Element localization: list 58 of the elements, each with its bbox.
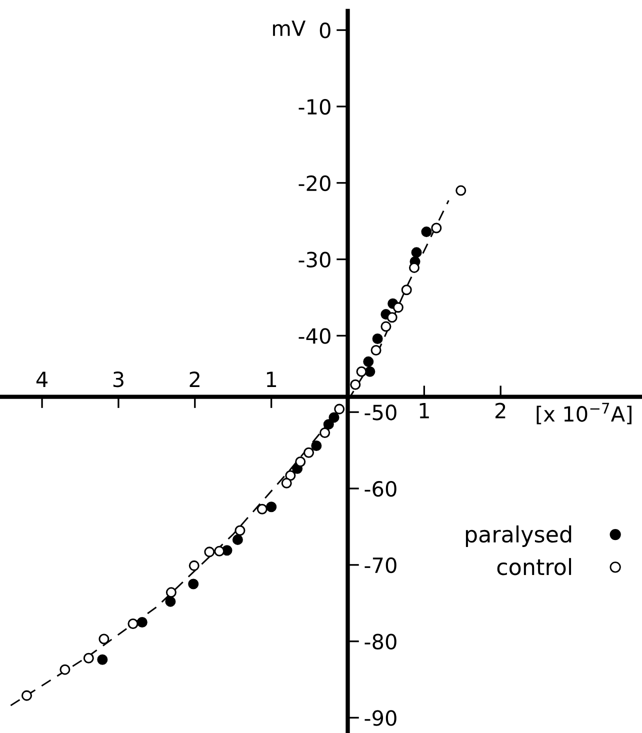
y-tick-label: -30 bbox=[298, 252, 330, 268]
point bbox=[266, 502, 277, 512]
point bbox=[334, 404, 345, 414]
point bbox=[188, 560, 200, 571]
x2-tick-label: 2 bbox=[190, 371, 200, 387]
y2-tick-label: -50 bbox=[364, 404, 396, 420]
point bbox=[380, 321, 392, 332]
point bbox=[421, 226, 432, 238]
y2-tick-label: -60 bbox=[364, 480, 396, 497]
point bbox=[372, 333, 383, 344]
x2-tick-label: 4 bbox=[36, 372, 48, 387]
point bbox=[370, 344, 382, 356]
point bbox=[323, 419, 334, 430]
x-axis-title: [x 10$^{−7}$A] bbox=[536, 402, 632, 424]
point bbox=[320, 427, 330, 438]
point bbox=[364, 366, 376, 377]
point bbox=[295, 456, 306, 468]
point bbox=[363, 356, 374, 367]
legend-label: control bbox=[497, 558, 572, 576]
point bbox=[356, 366, 367, 377]
point bbox=[166, 587, 176, 598]
point bbox=[136, 616, 148, 628]
point bbox=[21, 690, 32, 701]
point bbox=[214, 546, 225, 556]
point bbox=[83, 652, 94, 664]
y2-tick-label: -80 bbox=[364, 634, 396, 650]
y-tick-label: -40 bbox=[298, 328, 330, 344]
x2-tick-label: 1 bbox=[266, 372, 276, 387]
point bbox=[328, 412, 340, 423]
y2-tick-label: -70 bbox=[364, 557, 396, 574]
point bbox=[304, 447, 314, 458]
point bbox=[411, 247, 422, 258]
point bbox=[392, 302, 404, 313]
point bbox=[60, 664, 70, 675]
point bbox=[234, 525, 246, 536]
point bbox=[128, 618, 138, 630]
point bbox=[256, 504, 268, 514]
point bbox=[431, 222, 442, 234]
y-axis-title: mV bbox=[273, 20, 306, 36]
point bbox=[165, 596, 176, 607]
point bbox=[204, 546, 215, 558]
point bbox=[350, 379, 361, 390]
x2-tick-label: 3 bbox=[113, 371, 124, 388]
point bbox=[311, 440, 322, 451]
point bbox=[98, 634, 110, 644]
y2-tick-label: -90 bbox=[364, 710, 396, 726]
point bbox=[97, 654, 108, 665]
point bbox=[456, 185, 466, 196]
point bbox=[188, 578, 199, 590]
point bbox=[281, 478, 292, 488]
legend-label: paralysed bbox=[466, 525, 572, 547]
point bbox=[285, 470, 296, 481]
y-tick-label: 0 bbox=[320, 22, 330, 38]
y-tick-label: -20 bbox=[298, 175, 330, 192]
point bbox=[232, 534, 243, 545]
point bbox=[401, 284, 412, 296]
y-tick-label: -10 bbox=[298, 98, 330, 115]
point bbox=[386, 312, 398, 323]
